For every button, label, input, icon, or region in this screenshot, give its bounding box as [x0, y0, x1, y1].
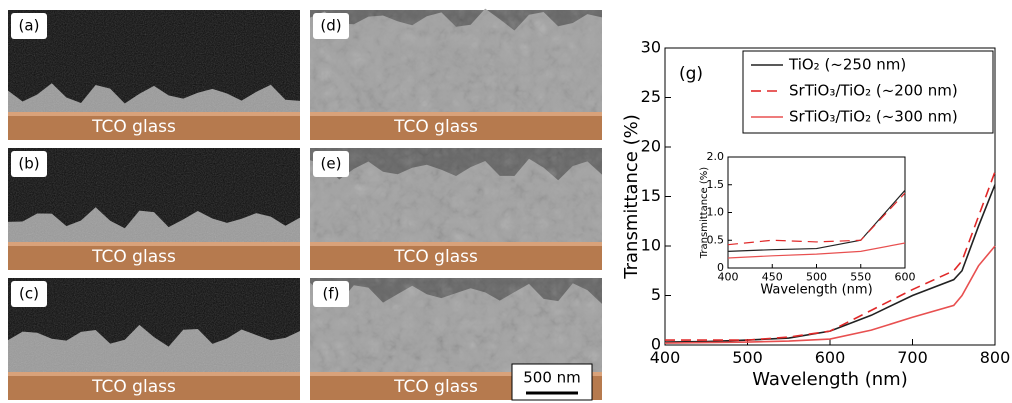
y-tick-label: 25 — [641, 87, 661, 106]
substrate-label: TCO glass — [91, 247, 176, 267]
substrate-label: TCO glass — [91, 377, 176, 397]
sem-panel: TCO glass (d) — [310, 9, 602, 140]
y-tick-label: 2.0 — [707, 150, 725, 163]
panel-label: (b) — [18, 155, 39, 173]
x-tick-label: 800 — [980, 348, 1011, 367]
x-tick-label: 600 — [815, 348, 846, 367]
x-tick-label: 700 — [897, 348, 928, 367]
panel-label: (c) — [19, 285, 39, 303]
x-tick-label: 500 — [806, 270, 827, 283]
y-tick-label: 20 — [641, 137, 661, 156]
x-tick-label: 550 — [850, 270, 871, 283]
legend-label: SrTiO₃/TiO₂ (~200 nm) — [789, 82, 958, 100]
y-tick-label: 0 — [651, 335, 661, 354]
panel-label: (d) — [320, 17, 341, 35]
panel-label: (g) — [679, 64, 703, 84]
y-tick-label: 5 — [651, 285, 661, 304]
substrate-label: TCO glass — [393, 377, 478, 397]
x-tick-label: 500 — [732, 348, 763, 367]
substrate-label: TCO glass — [393, 117, 478, 137]
x-tick-label: 600 — [895, 270, 916, 283]
y-tick-label: 10 — [641, 236, 661, 255]
panel-label: (e) — [321, 155, 342, 173]
panel-label: (f) — [323, 285, 340, 303]
sem-panel: TCO glass (a) — [8, 10, 300, 140]
legend-label: SrTiO₃/TiO₂ (~300 nm) — [789, 108, 958, 126]
plot-area — [728, 157, 905, 268]
sem-panel: TCO glass (c) — [8, 278, 300, 400]
x-axis-label: Wavelength (nm) — [760, 283, 872, 298]
legend: TiO₂ (~250 nm) SrTiO₃/TiO₂ (~200 nm) SrTiO… — [743, 51, 993, 133]
x-axis-label: Wavelength (nm) — [752, 369, 908, 390]
sem-panel: TCO glass (e) — [310, 148, 602, 270]
panel-label: (a) — [19, 17, 40, 35]
scale-bar: 500 nm — [512, 364, 592, 400]
y-axis-label: Transmittance (%) — [699, 167, 710, 259]
legend-label: TiO₂ (~250 nm) — [788, 56, 906, 74]
scale-bar-label: 500 nm — [523, 369, 581, 387]
substrate-label: TCO glass — [91, 117, 176, 137]
sem-panel: TCO glass (b) — [8, 148, 300, 270]
figure: TCO glass(a)TCO glass(b)TCO glass(c)TCO … — [0, 0, 1012, 403]
y-axis-label: Transmittance (%) — [621, 114, 642, 280]
y-tick-label: 15 — [641, 186, 661, 205]
y-tick-label: 0 — [717, 261, 724, 274]
y-tick-label: 30 — [641, 38, 661, 57]
x-tick-label: 450 — [762, 270, 783, 283]
substrate-label: TCO glass — [393, 247, 478, 267]
